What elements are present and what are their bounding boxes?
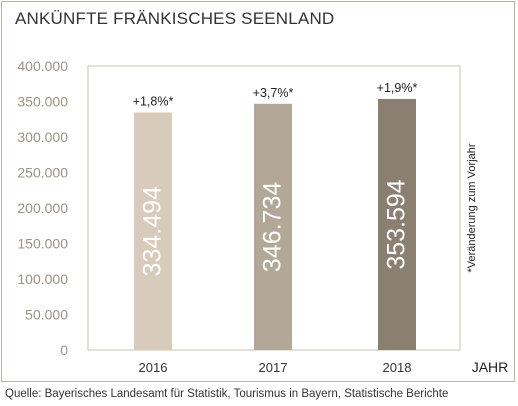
footnote-vertical: *Veränderung zum Vorjahr xyxy=(466,143,478,272)
x-tick-label: 2018 xyxy=(383,360,412,375)
chart-frame xyxy=(1,1,515,382)
x-tick-label: 2017 xyxy=(259,360,288,375)
y-tick-label: 50.000 xyxy=(25,307,68,323)
change-label: +3,7%* xyxy=(253,86,294,100)
y-tick-label: 150.000 xyxy=(17,236,68,252)
y-tick-label: 0 xyxy=(60,342,68,358)
x-axis-ticks: 2016 2017 2018 xyxy=(139,360,412,375)
change-label: +1,9%* xyxy=(377,81,418,95)
y-tick-label: 100.000 xyxy=(17,271,68,287)
source-note: Quelle: Bayerisches Landesamt für Statis… xyxy=(5,388,449,400)
y-tick-label: 300.000 xyxy=(17,129,68,145)
bar-value-label: 334.494 xyxy=(139,186,167,276)
bar xyxy=(134,112,172,350)
chart-title: ANKÜNFTE FRÄNKISCHES SEENLAND xyxy=(15,9,335,28)
y-tick-label: 400.000 xyxy=(17,58,68,74)
y-tick-label: 200.000 xyxy=(17,200,68,216)
bar xyxy=(254,103,292,350)
change-label: +1,8%* xyxy=(133,95,174,109)
x-axis-label: JAHR xyxy=(472,359,509,375)
y-tick-label: 250.000 xyxy=(17,165,68,181)
bar-value-label: 353.594 xyxy=(383,179,411,269)
x-tick-label: 2016 xyxy=(139,360,168,375)
bars: +1,8%* 334.494 +3,7%* 346.734 +1,9%* 353.594 xyxy=(133,81,418,350)
bar xyxy=(378,98,416,350)
y-axis-ticks: 0 50.000 100.000 150.000 200.000 250.000 300.0… xyxy=(17,58,68,358)
y-tick-label: 350.000 xyxy=(17,94,68,110)
bar-value-label: 346.734 xyxy=(259,182,287,272)
